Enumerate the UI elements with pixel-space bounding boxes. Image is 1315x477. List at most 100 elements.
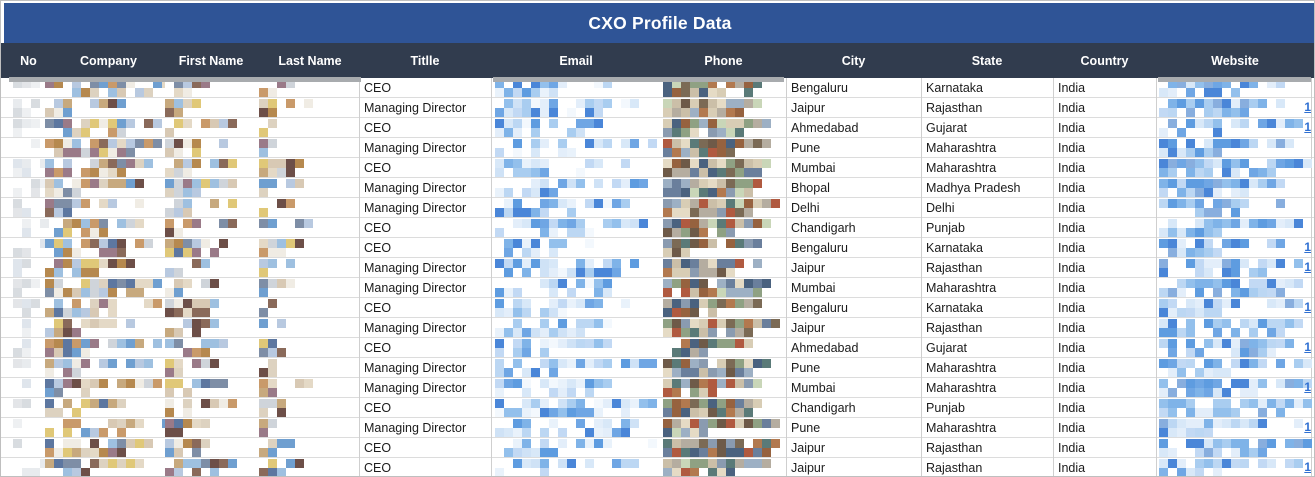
cell-title[interactable]: CEO — [364, 300, 392, 315]
cell-email[interactable] — [491, 178, 661, 197]
cell-country[interactable]: India — [1058, 380, 1086, 395]
cell-first_name[interactable] — [161, 158, 261, 177]
cell-email[interactable] — [491, 238, 661, 257]
cell-email[interactable] — [491, 118, 661, 137]
cell-company[interactable] — [45, 338, 162, 357]
cell-title[interactable]: Managing Director — [364, 360, 467, 375]
cell-email[interactable] — [491, 458, 661, 476]
cell-last_name[interactable] — [259, 258, 359, 277]
cell-state[interactable]: Gujarat — [926, 340, 967, 355]
cell-last_name[interactable] — [259, 418, 359, 437]
cell-state[interactable]: Gujarat — [926, 120, 967, 135]
cell-last_name[interactable] — [259, 78, 359, 97]
cell-title[interactable]: CEO — [364, 400, 392, 415]
cell-title[interactable]: Managing Director — [364, 200, 467, 215]
cell-state[interactable]: Rajasthan — [926, 100, 983, 115]
cell-no[interactable] — [1, 78, 56, 97]
cell-website[interactable]: 1 — [1156, 458, 1314, 476]
cell-phone[interactable] — [661, 98, 786, 117]
cell-title[interactable]: CEO — [364, 80, 392, 95]
cell-website[interactable] — [1156, 278, 1314, 297]
cell-company[interactable] — [45, 418, 171, 437]
cell-company[interactable] — [45, 118, 162, 137]
cell-state[interactable]: Rajasthan — [926, 440, 983, 455]
cell-country[interactable]: India — [1058, 400, 1086, 415]
cell-email[interactable] — [491, 258, 661, 277]
cell-state[interactable]: Rajasthan — [926, 260, 983, 275]
cell-no[interactable] — [1, 178, 56, 197]
cell-website[interactable] — [1156, 358, 1314, 377]
cell-first_name[interactable] — [161, 78, 261, 97]
cell-no[interactable] — [1, 198, 56, 217]
cell-website[interactable]: 1 — [1156, 298, 1314, 317]
cell-last_name[interactable] — [259, 178, 359, 197]
cell-email[interactable] — [491, 438, 661, 457]
cell-city[interactable]: Pune — [791, 420, 821, 435]
cell-email[interactable] — [491, 198, 661, 217]
cell-state[interactable]: Maharashtra — [926, 360, 997, 375]
cell-no[interactable] — [1, 378, 56, 397]
cell-last_name[interactable] — [259, 378, 359, 397]
cell-email[interactable] — [491, 358, 661, 377]
cell-city[interactable]: Bengaluru — [791, 80, 848, 95]
cell-state[interactable]: Rajasthan — [926, 460, 983, 475]
cell-title[interactable]: Managing Director — [364, 280, 467, 295]
cell-first_name[interactable] — [161, 378, 261, 397]
cell-city[interactable]: Mumbai — [791, 380, 836, 395]
cell-state[interactable]: Karnataka — [926, 240, 983, 255]
cell-title[interactable]: CEO — [364, 160, 392, 175]
cell-city[interactable]: Chandigarh — [791, 220, 856, 235]
cell-first_name[interactable] — [161, 218, 261, 237]
cell-city[interactable]: Ahmedabad — [791, 120, 859, 135]
cell-title[interactable]: Managing Director — [364, 320, 467, 335]
cell-phone[interactable] — [661, 298, 786, 317]
cell-phone[interactable] — [661, 458, 786, 476]
cell-last_name[interactable] — [259, 358, 359, 377]
cell-last_name[interactable] — [259, 218, 359, 237]
cell-company[interactable] — [45, 78, 171, 97]
cell-no[interactable] — [1, 138, 56, 157]
cell-email[interactable] — [491, 158, 661, 177]
cell-company[interactable] — [45, 378, 162, 397]
cell-phone[interactable] — [661, 418, 786, 437]
cell-phone[interactable] — [661, 158, 786, 177]
cell-phone[interactable] — [661, 358, 786, 377]
cell-country[interactable]: India — [1058, 100, 1086, 115]
cell-country[interactable]: India — [1058, 240, 1086, 255]
cell-phone[interactable] — [661, 398, 786, 417]
cell-first_name[interactable] — [161, 398, 261, 417]
cell-first_name[interactable] — [161, 278, 261, 297]
cell-title[interactable]: CEO — [364, 460, 392, 475]
cell-first_name[interactable] — [161, 118, 261, 137]
cell-website[interactable]: 1 — [1156, 418, 1314, 437]
cell-company[interactable] — [45, 98, 161, 117]
cell-city[interactable]: Jaipur — [791, 260, 826, 275]
cell-title[interactable]: Managing Director — [364, 260, 467, 275]
cell-country[interactable]: India — [1058, 200, 1086, 215]
cell-no[interactable] — [1, 338, 56, 357]
cell-last_name[interactable] — [259, 238, 359, 257]
cell-company[interactable] — [45, 458, 161, 476]
cell-website[interactable]: 1 — [1156, 98, 1314, 117]
cell-country[interactable]: India — [1058, 160, 1086, 175]
cell-city[interactable]: Jaipur — [791, 440, 826, 455]
cell-last_name[interactable] — [259, 458, 359, 476]
cell-city[interactable]: Jaipur — [791, 100, 826, 115]
website-link-tail[interactable]: 1 — [1304, 120, 1311, 134]
cell-state[interactable]: Madhya Pradesh — [926, 180, 1021, 195]
cell-phone[interactable] — [661, 278, 786, 297]
cell-state[interactable]: Delhi — [926, 200, 955, 215]
cell-no[interactable] — [1, 418, 56, 437]
cell-no[interactable] — [1, 118, 56, 137]
cell-website[interactable]: 1 — [1156, 238, 1314, 257]
cell-company[interactable] — [54, 218, 161, 237]
cell-website[interactable]: 1 — [1156, 338, 1314, 357]
cell-title[interactable]: CEO — [364, 340, 392, 355]
cell-title[interactable]: Managing Director — [364, 180, 467, 195]
cell-website[interactable]: 1 — [1156, 258, 1314, 277]
cell-phone[interactable] — [661, 118, 786, 137]
cell-email[interactable] — [491, 98, 661, 117]
cell-country[interactable]: India — [1058, 220, 1086, 235]
cell-email[interactable] — [491, 78, 661, 97]
cell-website[interactable] — [1156, 178, 1314, 197]
